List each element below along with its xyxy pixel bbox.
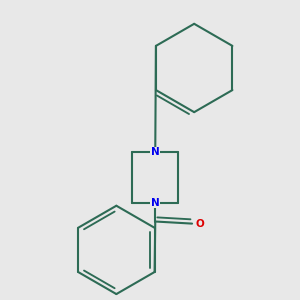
Text: O: O [195, 219, 204, 229]
Text: N: N [151, 147, 160, 157]
Text: N: N [151, 198, 160, 208]
